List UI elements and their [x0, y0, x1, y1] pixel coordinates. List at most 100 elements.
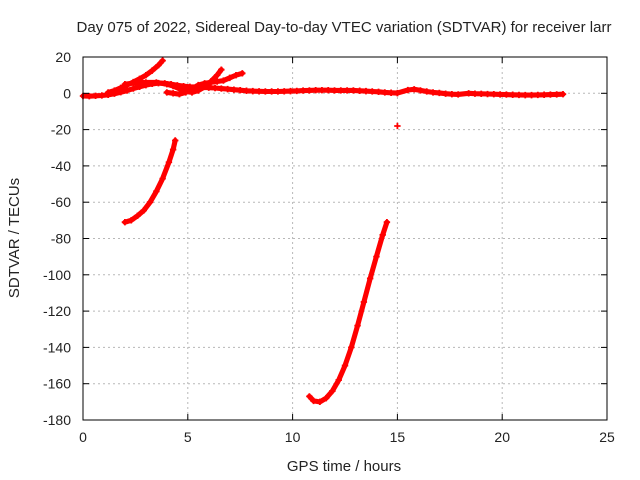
data-point	[356, 87, 363, 94]
data-points	[79, 57, 567, 406]
x-tick-label: 15	[390, 429, 406, 445]
data-point	[220, 77, 227, 84]
data-point	[348, 344, 355, 351]
data-point	[559, 91, 567, 98]
data-point	[224, 85, 231, 93]
data-point	[262, 88, 269, 95]
data-point	[354, 322, 361, 329]
data-point	[322, 395, 330, 402]
data-point	[111, 87, 118, 94]
data-point	[195, 81, 202, 89]
x-tick-label: 10	[285, 429, 301, 445]
y-tick-label: -140	[43, 339, 71, 355]
data-point	[155, 61, 162, 69]
data-point	[373, 253, 380, 260]
y-tick-label: -60	[51, 194, 71, 210]
data-point	[211, 84, 219, 92]
y-tick-label: -40	[51, 158, 71, 174]
data-point	[394, 89, 401, 97]
data-point	[343, 87, 351, 94]
data-point	[176, 85, 183, 92]
y-tick-label: 20	[55, 49, 71, 65]
data-point	[153, 188, 160, 195]
y-tick-label: -120	[43, 303, 71, 319]
data-point	[201, 80, 208, 87]
data-point	[310, 397, 317, 405]
data-point	[207, 79, 215, 86]
data-point	[325, 87, 332, 94]
y-tick-label: 0	[63, 85, 71, 101]
data-point	[98, 92, 106, 99]
data-point	[213, 71, 221, 79]
data-trace	[306, 219, 390, 405]
y-axis-label: SDTVAR / TECUs	[6, 178, 23, 298]
y-tick-label: -100	[43, 267, 71, 283]
data-point	[117, 84, 124, 92]
data-point	[410, 86, 418, 93]
data-point	[134, 212, 141, 220]
data-point	[237, 87, 244, 94]
data-point	[195, 87, 202, 94]
data-point	[329, 387, 336, 395]
data-point	[448, 91, 456, 98]
data-point	[172, 137, 179, 144]
data-point	[165, 159, 173, 166]
data-point	[142, 79, 150, 86]
data-point	[226, 74, 233, 82]
data-point	[121, 81, 129, 88]
data-point	[92, 92, 99, 100]
data-point	[148, 67, 156, 74]
data-point	[169, 90, 177, 97]
data-point	[169, 146, 177, 153]
data-point	[350, 87, 357, 94]
data-point	[159, 175, 166, 182]
data-point	[163, 89, 171, 96]
x-tick-label: 5	[184, 429, 192, 445]
data-point	[454, 91, 462, 98]
data-trace	[122, 137, 178, 225]
y-tick-label: -80	[51, 231, 71, 247]
data-point	[306, 87, 313, 94]
data-point	[121, 218, 129, 226]
data-point	[423, 88, 430, 95]
data-point	[153, 79, 160, 86]
data-point	[496, 91, 504, 98]
data-point	[484, 90, 491, 98]
data-point	[362, 87, 370, 95]
data-point	[312, 87, 319, 94]
data-point	[478, 90, 485, 98]
data-point	[146, 199, 154, 206]
data-point	[232, 71, 240, 79]
data-point	[176, 91, 183, 98]
data-point	[140, 207, 147, 214]
y-tick-label: -160	[43, 376, 71, 392]
data-point	[316, 398, 324, 406]
data-point	[218, 85, 225, 92]
data-point	[429, 89, 437, 96]
data-point	[540, 91, 548, 98]
data-point	[104, 89, 112, 96]
data-point	[465, 90, 472, 97]
data-point	[436, 89, 443, 97]
data-point	[366, 275, 374, 282]
data-point	[123, 87, 131, 94]
data-point	[503, 91, 510, 98]
data-point	[375, 88, 382, 96]
data-point	[369, 88, 376, 95]
data-point	[471, 90, 479, 97]
data-point	[249, 87, 256, 95]
data-point	[239, 70, 246, 77]
data-point	[159, 57, 166, 64]
data-point	[404, 86, 412, 94]
data-point	[335, 376, 342, 384]
data-point	[293, 87, 300, 95]
data-point	[230, 86, 238, 93]
data-point	[534, 91, 542, 99]
x-tick-label: 0	[79, 429, 87, 445]
x-tick-label: 20	[494, 429, 510, 445]
data-point	[417, 87, 424, 94]
y-tick-label: -180	[43, 412, 71, 428]
data-point	[287, 87, 294, 95]
data-point	[128, 217, 135, 224]
